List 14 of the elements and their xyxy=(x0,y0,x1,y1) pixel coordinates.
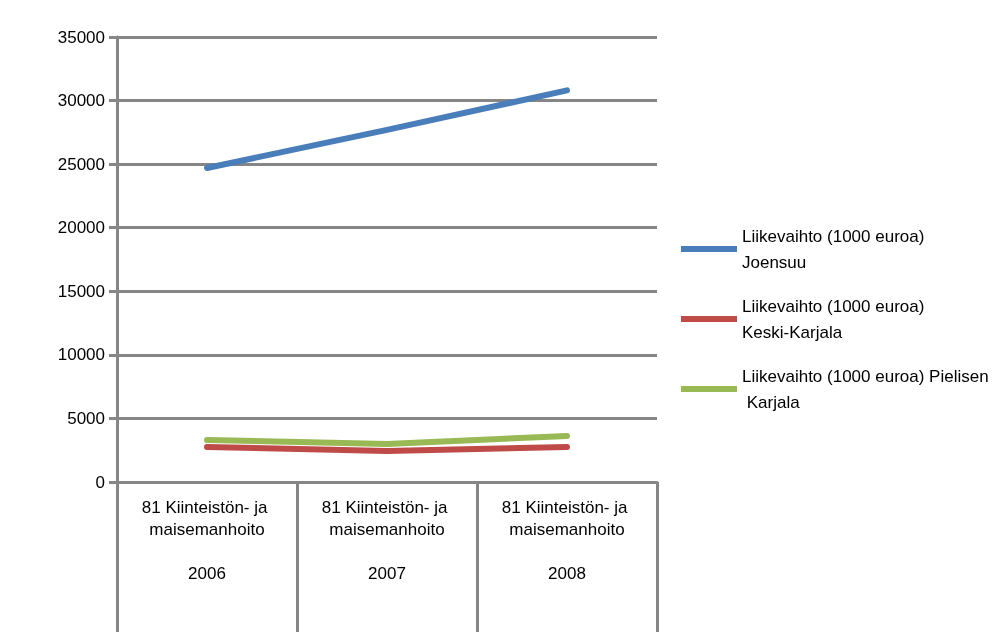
legend-label: Liikevaihto (1000 euroa) Pielisen Karjala xyxy=(742,366,989,412)
y-tick-label: 10000 xyxy=(57,345,105,365)
y-tick-label: 15000 xyxy=(57,281,105,301)
legend-label: Liikevaihto (1000 euroa) Joensuu xyxy=(742,226,930,272)
legend-label: Liikevaihto (1000 euroa) Keski-Karjala xyxy=(742,296,930,342)
y-tick-label: 30000 xyxy=(57,91,105,111)
y-tick-label: 25000 xyxy=(57,154,105,174)
category-label: 81 Kiinteistön- ja maisemanhoito 2006 xyxy=(141,497,268,583)
y-tick-label: 0 xyxy=(95,472,105,492)
category-label: 81 Kiinteistön- ja maisemanhoito 2008 xyxy=(501,497,628,583)
y-tick-label: 35000 xyxy=(57,27,105,47)
category-label: 81 Kiinteistön- ja maisemanhoito 2007 xyxy=(321,497,448,583)
y-tick-label: 5000 xyxy=(67,408,105,428)
y-tick-label: 20000 xyxy=(57,218,105,238)
